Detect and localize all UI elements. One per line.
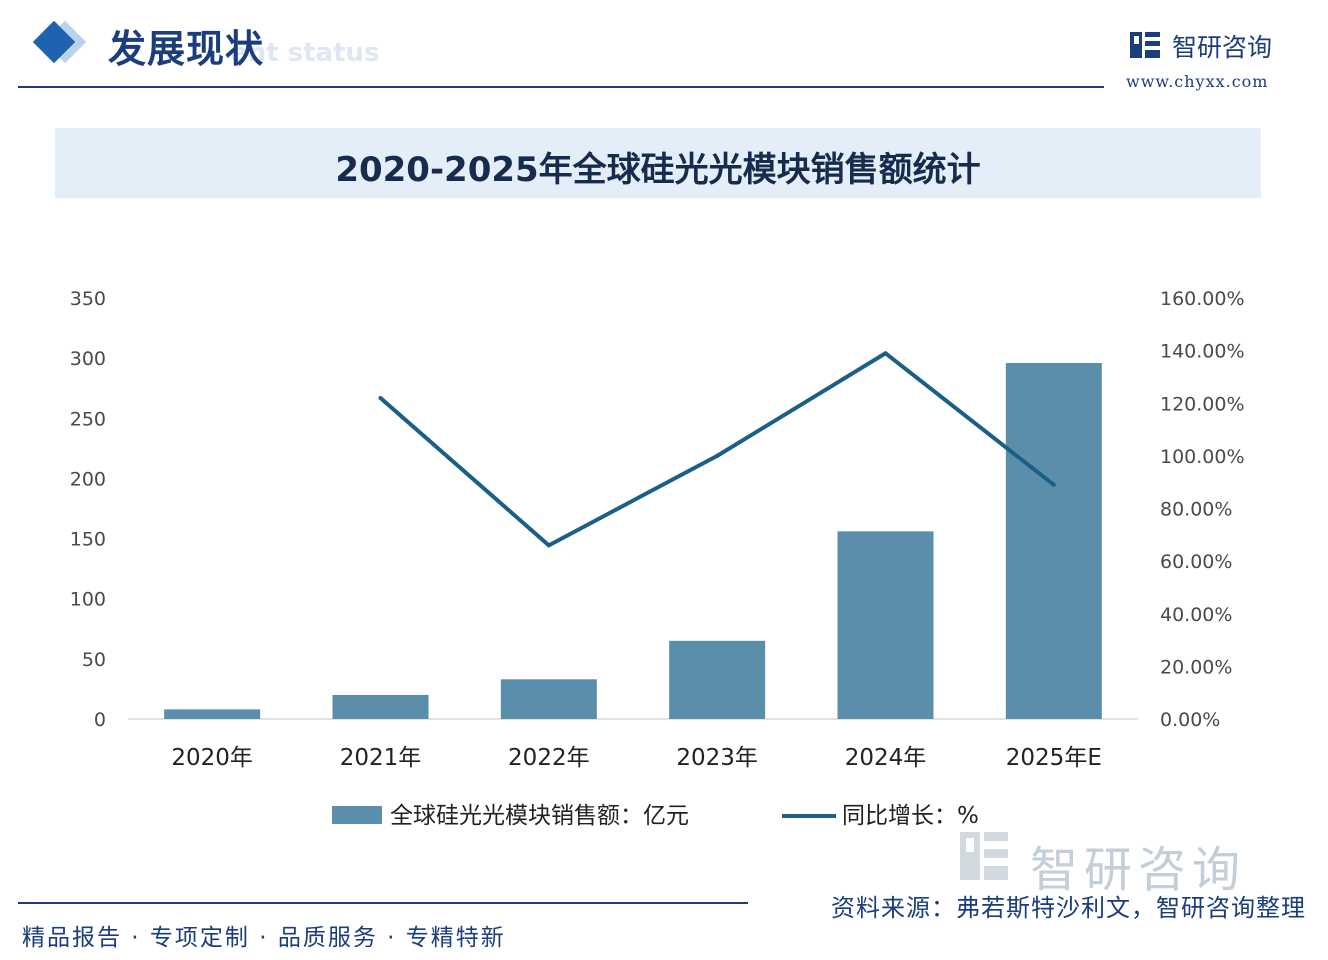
y2-tick-label: 80.00% xyxy=(1160,499,1232,521)
footer-slogan: 精品报告 · 专项定制 · 品质服务 · 专精特新 xyxy=(22,925,506,951)
growth-line xyxy=(379,351,1056,548)
bar xyxy=(500,679,597,719)
brand-url[interactable]: www.chyxx.com xyxy=(1126,72,1269,91)
header: ent status 发展现状 智研咨询 www.chyxx.com xyxy=(0,0,1328,91)
y-tick-label: 250 xyxy=(70,408,106,430)
y-tick-label: 100 xyxy=(70,589,106,611)
bar xyxy=(669,640,766,719)
section-title: 发展现状 xyxy=(108,27,265,71)
chart-title: 2020-2025年全球硅光光模块销售额统计 xyxy=(335,150,981,190)
y2-tick-label: 120.00% xyxy=(1160,393,1245,415)
y2-tick-label: 160.00% xyxy=(1160,288,1245,310)
x-tick-label: 2023年 xyxy=(676,745,758,771)
line-point xyxy=(1051,482,1056,487)
brand-name: 智研咨询 xyxy=(1172,33,1273,62)
header-divider xyxy=(18,86,1104,88)
y-tick-label: 350 xyxy=(70,288,106,310)
line-point xyxy=(546,543,551,548)
bar xyxy=(837,531,934,719)
y2-tick-label: 60.00% xyxy=(1160,551,1232,573)
x-tick-label: 2022年 xyxy=(508,745,590,771)
brand-logo-icon xyxy=(1130,32,1160,58)
watermark-logo-icon xyxy=(958,830,1010,882)
line-point xyxy=(378,395,383,400)
y2-tick-label: 20.00% xyxy=(1160,656,1232,678)
x-tick-label: 2025年E xyxy=(1006,745,1102,771)
x-tick-label: 2020年 xyxy=(171,745,253,771)
y-tick-label: 200 xyxy=(70,468,106,490)
y-tick-label: 50 xyxy=(82,649,106,671)
y2-tick-label: 40.00% xyxy=(1160,604,1232,626)
x-tick-label: 2024年 xyxy=(845,745,927,771)
y2-tick-label: 140.00% xyxy=(1160,341,1245,363)
bar xyxy=(332,694,429,719)
y-tick-label: 300 xyxy=(70,348,106,370)
x-tick-label: 2021年 xyxy=(340,745,422,771)
footer-source: 资料来源：弗若斯特沙利文，智研咨询整理 xyxy=(831,894,1306,922)
y-tick-label: 0 xyxy=(94,709,106,731)
bar xyxy=(1005,362,1102,719)
line-point xyxy=(883,351,888,356)
legend-line-label: 同比增长：% xyxy=(842,803,979,829)
chart-title-banner: 2020-2025年全球硅光光模块销售额统计 xyxy=(55,128,1261,198)
legend-bar-label: 全球硅光光模块销售额：亿元 xyxy=(390,803,689,829)
bar xyxy=(164,709,261,719)
y2-tick-label: 100.00% xyxy=(1160,446,1245,468)
legend-bar-swatch xyxy=(332,806,382,824)
footer-divider xyxy=(18,902,748,904)
watermark-text: 智研咨询 xyxy=(1030,842,1247,898)
y-tick-label: 150 xyxy=(70,529,106,551)
y2-tick-label: 0.00% xyxy=(1160,709,1220,731)
line-point xyxy=(715,453,720,458)
